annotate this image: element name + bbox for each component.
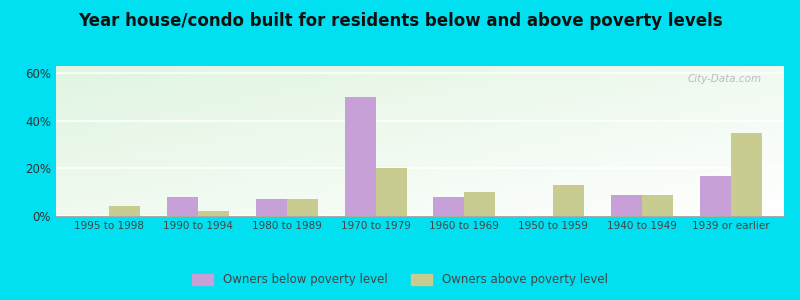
Bar xyxy=(464,192,495,216)
Bar xyxy=(611,195,642,216)
Bar xyxy=(345,97,376,216)
Bar xyxy=(198,211,229,216)
Bar xyxy=(256,199,287,216)
Bar xyxy=(553,185,584,216)
Bar xyxy=(642,195,673,216)
Text: Year house/condo built for residents below and above poverty levels: Year house/condo built for residents bel… xyxy=(78,12,722,30)
Bar xyxy=(167,197,198,216)
Bar xyxy=(700,176,730,216)
Bar xyxy=(110,206,140,216)
Text: City-Data.com: City-Data.com xyxy=(688,74,762,83)
Bar xyxy=(376,168,406,216)
Bar xyxy=(287,199,318,216)
Bar xyxy=(730,133,762,216)
Bar xyxy=(434,197,464,216)
Legend: Owners below poverty level, Owners above poverty level: Owners below poverty level, Owners above… xyxy=(187,269,613,291)
